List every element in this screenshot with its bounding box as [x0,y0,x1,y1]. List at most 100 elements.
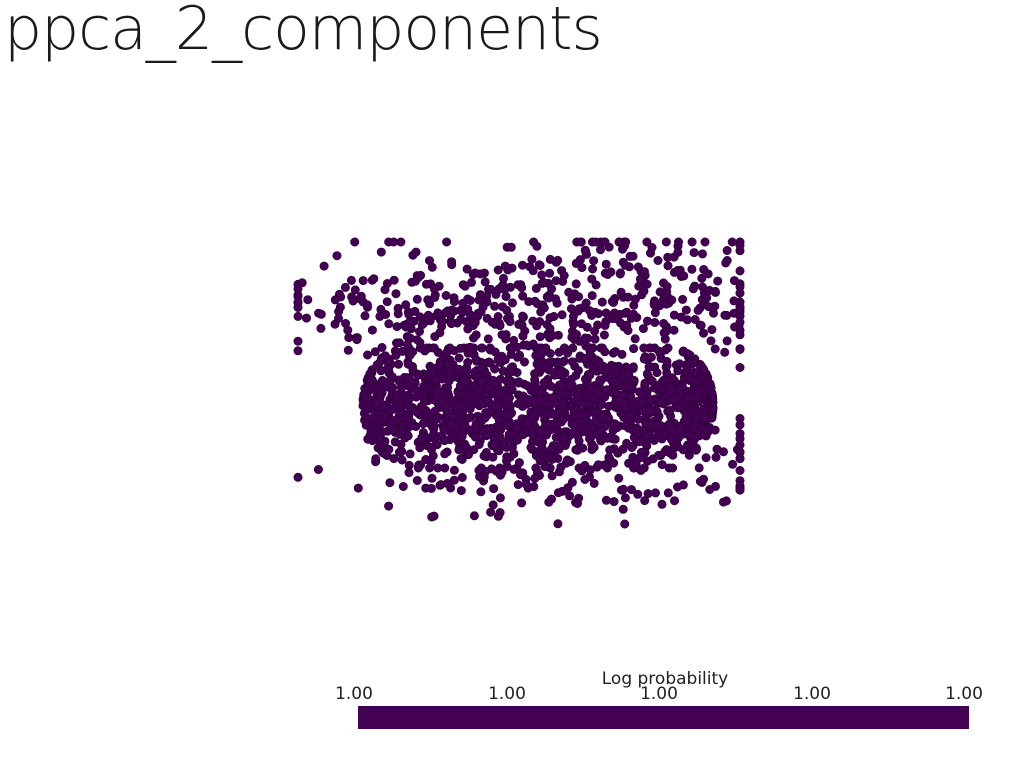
data-point [532,241,542,251]
data-point [439,424,449,434]
data-point [693,305,703,315]
data-point [371,454,381,464]
data-point [633,489,643,499]
data-point [293,346,303,356]
data-point [644,406,654,416]
data-point [620,519,630,529]
data-point [484,357,494,367]
data-point [721,496,731,506]
data-point [531,350,541,360]
data-point [571,329,581,339]
data-point [506,363,516,373]
data-point [610,347,620,357]
data-point [553,519,563,529]
data-point [664,387,674,397]
data-point [481,424,491,434]
data-point [647,243,657,253]
data-point [389,454,399,464]
data-point [635,274,645,284]
data-point [412,335,422,345]
data-point [430,292,440,302]
data-point [444,376,454,386]
data-point [659,318,669,328]
data-point [458,307,468,317]
data-point [382,297,392,307]
data-point [397,427,407,437]
data-point [655,396,665,406]
data-point [538,398,548,408]
data-point [618,398,628,408]
data-point [293,336,303,346]
data-point [369,274,379,284]
data-point [348,296,358,306]
data-point [293,297,303,307]
data-point [405,449,415,459]
data-point [620,493,630,503]
data-point [449,465,459,475]
data-point [623,325,633,335]
data-point [534,260,544,270]
data-point [601,495,611,505]
data-point [554,467,564,477]
data-point [663,488,673,498]
data-point [527,397,537,407]
data-point [486,284,496,294]
data-point [364,383,374,393]
data-point [517,283,527,293]
data-point [333,313,343,323]
data-point [697,249,707,259]
data-point [705,484,715,494]
data-point [612,363,622,373]
data-point [630,294,640,304]
data-point [532,407,542,417]
data-point [597,343,607,353]
data-point [442,237,452,247]
data-point [678,294,688,304]
data-point [427,512,437,522]
data-point [638,324,648,334]
data-point [674,359,684,369]
data-point [532,299,542,309]
data-point [657,460,667,470]
data-point [661,237,671,247]
data-point [580,245,590,255]
data-point [507,443,517,453]
data-point [391,289,401,299]
data-point [673,403,683,413]
data-point [470,268,480,278]
data-point [684,431,694,441]
data-point [574,292,584,302]
data-point [406,421,416,431]
data-point [597,400,607,410]
colorbar-tick: 1.00 [640,684,678,704]
data-point [396,383,406,393]
data-point [539,377,549,387]
data-point [585,422,595,432]
data-point [479,451,489,461]
data-point [681,305,691,315]
data-point [404,309,414,319]
data-point [700,237,710,247]
data-point [493,265,503,275]
data-point [427,262,437,272]
data-point [554,389,564,399]
data-point [547,471,557,481]
data-point [609,458,619,468]
data-point [633,414,643,424]
data-point [480,277,490,287]
data-point [640,496,650,506]
data-point [678,480,688,490]
data-point [546,444,556,454]
data-point [535,317,545,327]
data-point [553,357,563,367]
data-point [330,295,340,305]
data-point [710,286,720,296]
data-point [418,419,428,429]
data-point [609,421,619,431]
data-point [417,320,427,330]
data-point [659,328,669,338]
data-point [623,292,633,302]
data-point [665,405,675,415]
data-point [518,430,528,440]
point-cluster [423,237,745,397]
